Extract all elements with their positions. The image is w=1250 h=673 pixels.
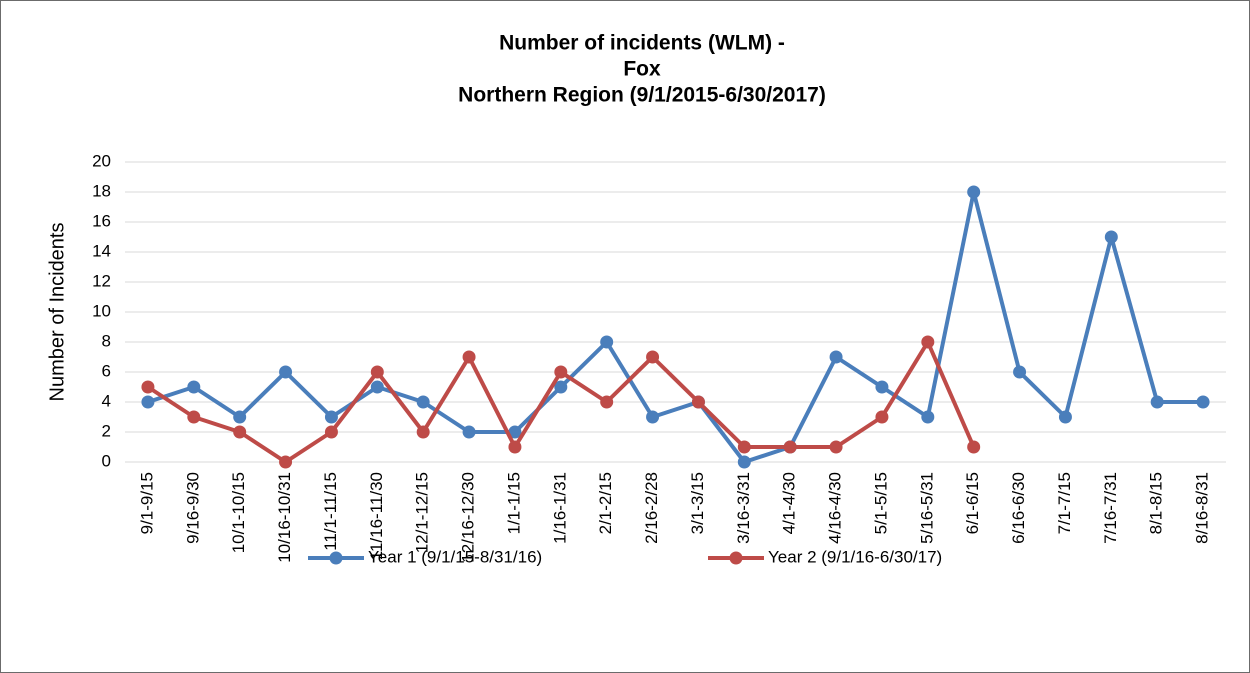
x-tick-label: 8/1-8/15 (1147, 472, 1166, 534)
chart-title: Number of incidents (WLM) - (499, 32, 785, 55)
data-point (324, 425, 338, 439)
data-point (508, 425, 522, 439)
data-point (1013, 365, 1027, 379)
x-tick-label: 4/16-4/30 (826, 472, 845, 544)
data-point (462, 425, 476, 439)
data-point (508, 440, 522, 454)
data-point (967, 440, 981, 454)
data-point (737, 440, 751, 454)
data-point (921, 410, 935, 424)
x-tick-label: 12/1-12/15 (413, 472, 432, 553)
x-tick-label: 7/16-7/31 (1101, 472, 1120, 544)
x-tick-label: 7/1-7/15 (1055, 472, 1074, 534)
y-tick-label: 18 (92, 181, 111, 200)
y-tick-label: 4 (102, 391, 111, 410)
x-tick-label: 5/16-5/31 (917, 472, 936, 544)
x-tick-label: 9/16-9/30 (183, 472, 202, 544)
y-tick-label: 0 (102, 451, 111, 470)
x-tick-label: 11/16-11/30 (367, 472, 386, 560)
x-tick-label: 3/16-3/31 (734, 472, 753, 544)
legend-marker (729, 551, 743, 565)
data-point (462, 350, 476, 364)
data-point (554, 380, 568, 394)
legend-label: Year 1 (9/1/15-8/31/16) (368, 547, 542, 566)
data-point (1104, 230, 1118, 244)
x-tick-label: 6/16-6/30 (1009, 472, 1028, 544)
x-tick-label: 2/1-2/15 (596, 472, 615, 534)
data-point (600, 335, 614, 349)
x-tick-label: 1/1-1/15 (504, 472, 523, 534)
x-tick-label: 11/1-11/15 (321, 472, 340, 551)
y-tick-label: 10 (92, 301, 111, 320)
data-point (875, 410, 889, 424)
data-point (554, 365, 568, 379)
data-point (783, 440, 797, 454)
data-point (187, 410, 201, 424)
data-point (1196, 395, 1210, 409)
data-point (370, 380, 384, 394)
y-tick-label: 20 (92, 151, 111, 170)
x-tick-label: 1/16-1/31 (550, 472, 569, 544)
data-point (416, 395, 430, 409)
data-point (737, 455, 751, 469)
data-point (829, 350, 843, 364)
data-point (279, 455, 293, 469)
x-tick-label: 8/16-8/31 (1193, 472, 1212, 544)
series-line (147, 190, 1204, 464)
y-tick-label: 6 (102, 361, 111, 380)
x-tick-label: 5/1-5/15 (871, 472, 890, 534)
data-point (691, 395, 705, 409)
legend-label: Year 2 (9/1/16-6/30/17) (768, 547, 942, 566)
data-point (1150, 395, 1164, 409)
data-point (416, 425, 430, 439)
data-point (370, 365, 384, 379)
data-point (233, 425, 247, 439)
data-point (967, 185, 981, 199)
y-tick-label: 12 (92, 271, 111, 290)
x-tick-label: 6/1-6/15 (963, 472, 982, 534)
x-tick-label: 10/16-10/31 (275, 472, 294, 563)
data-point (141, 380, 155, 394)
chart-title: Northern Region (9/1/2015-6/30/2017) (458, 84, 826, 107)
x-tick-label: 10/1-10/15 (229, 472, 248, 553)
y-tick-label: 16 (92, 211, 111, 230)
data-point (600, 395, 614, 409)
y-tick-label: 2 (102, 421, 111, 440)
y-tick-label: 8 (102, 331, 111, 350)
x-tick-label: 4/1-4/30 (780, 472, 799, 534)
x-tick-label: 2/16-2/28 (642, 472, 661, 544)
chart-title: Fox (623, 58, 661, 81)
y-tick-label: 14 (92, 241, 111, 260)
data-point (233, 410, 247, 424)
y-axis-label: Number of Incidents (46, 223, 68, 402)
x-tick-label: 3/1-3/15 (688, 472, 707, 534)
x-tick-label: 9/1-9/15 (137, 472, 156, 534)
data-point (829, 440, 843, 454)
data-point (324, 410, 338, 424)
data-point (279, 365, 293, 379)
legend-marker (329, 551, 343, 565)
data-point (1058, 410, 1072, 424)
data-point (921, 335, 935, 349)
data-point (646, 350, 660, 364)
data-point (187, 380, 201, 394)
data-point (875, 380, 889, 394)
data-point (141, 395, 155, 409)
x-tick-label: 12/16-12/30 (459, 472, 478, 563)
data-point (646, 410, 660, 424)
